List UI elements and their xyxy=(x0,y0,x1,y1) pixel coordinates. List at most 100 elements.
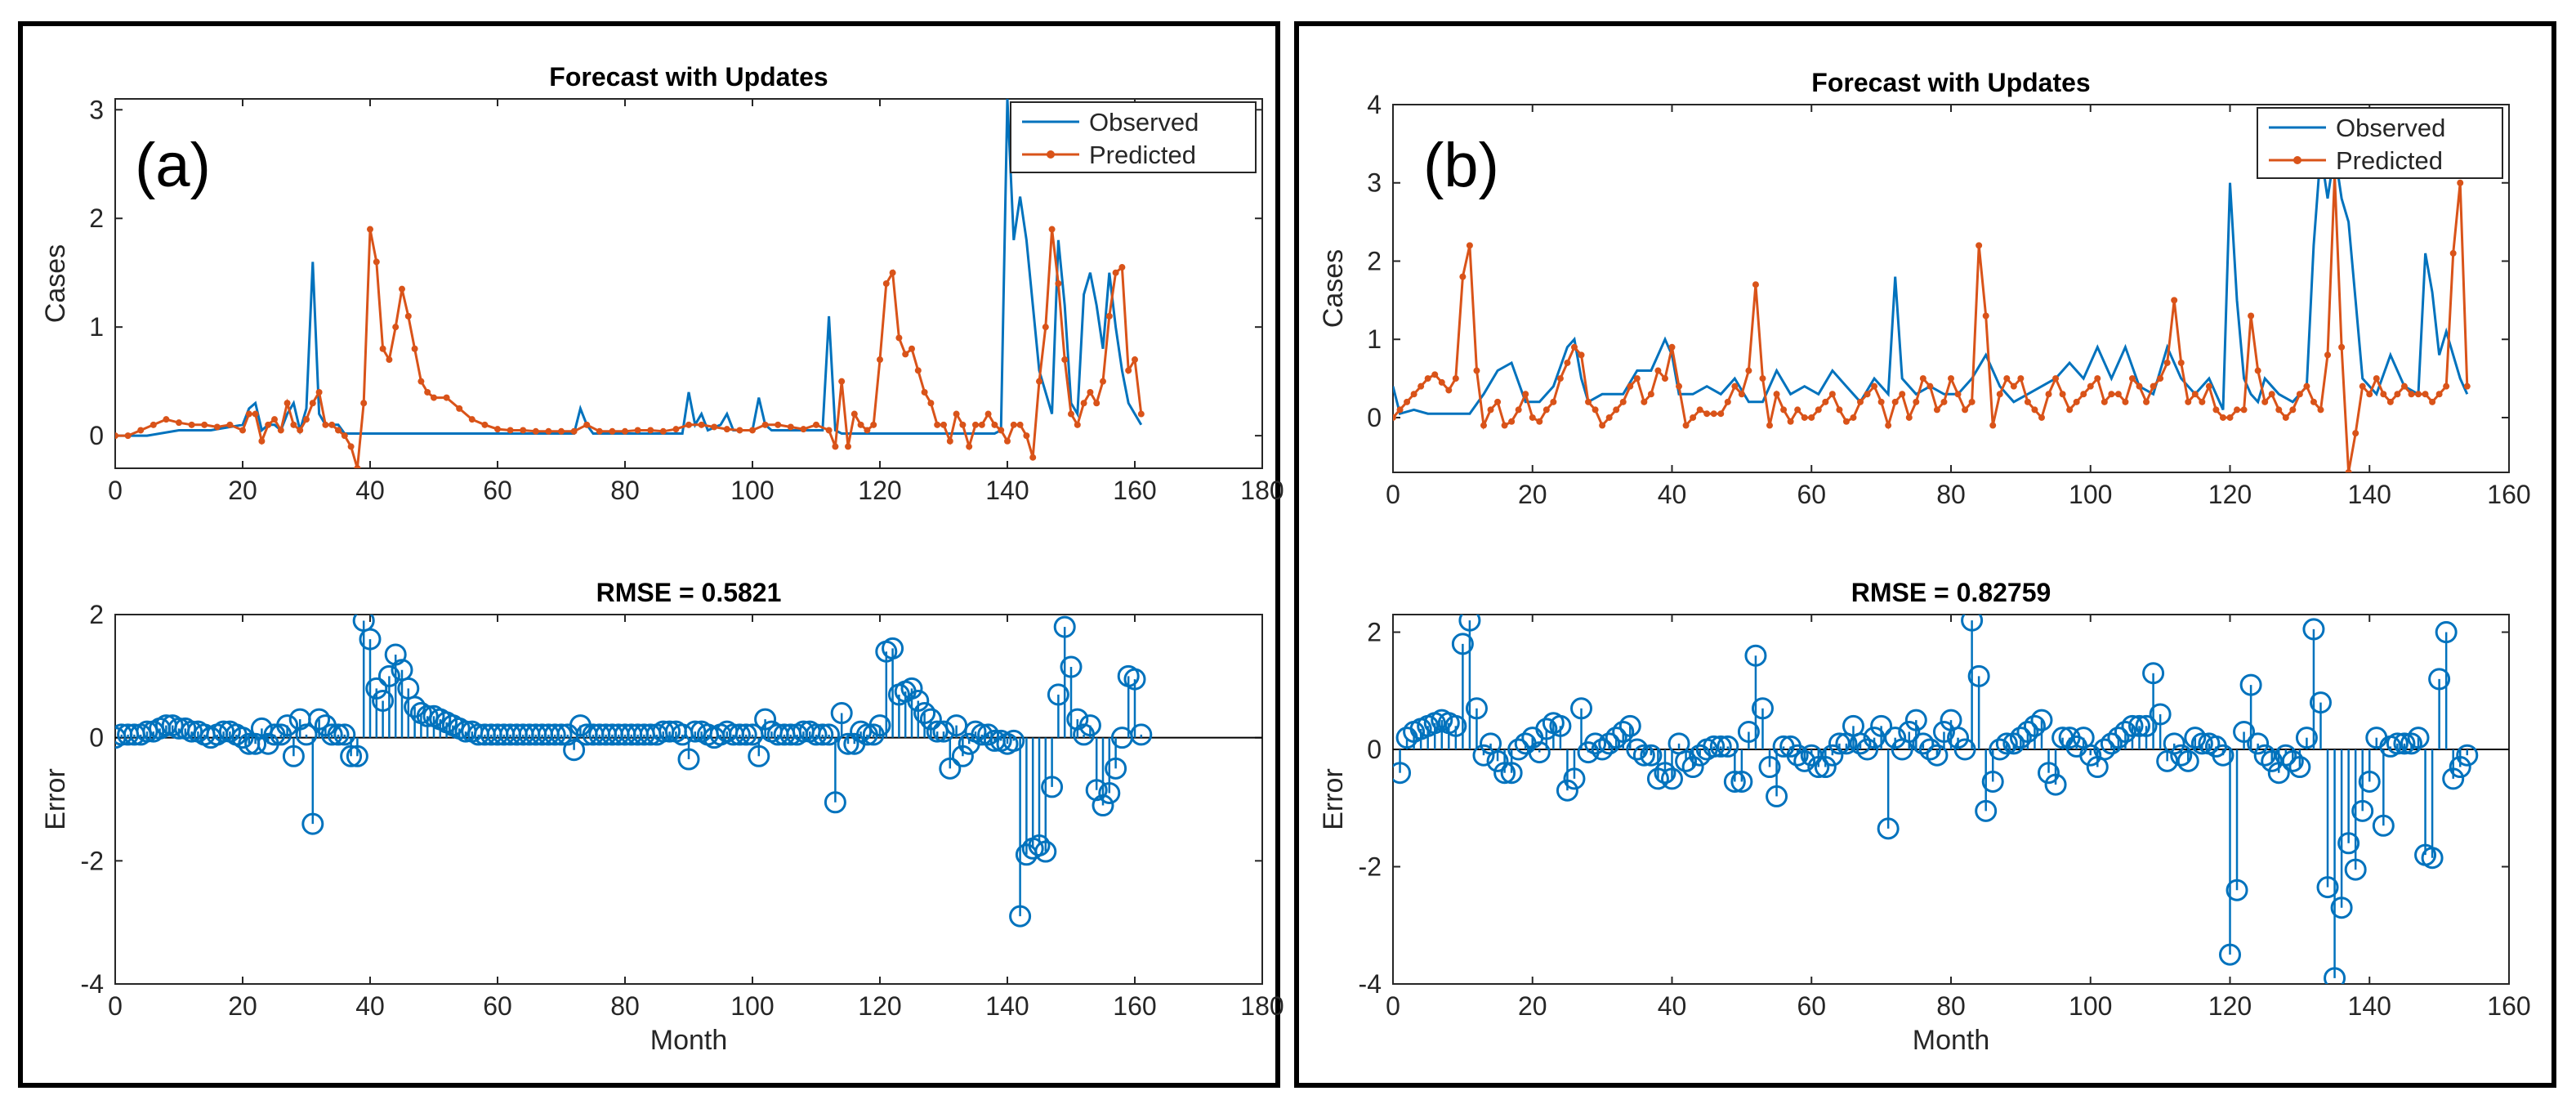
error-marker xyxy=(734,723,757,746)
error-marker xyxy=(1961,615,1984,632)
predicted-point xyxy=(1989,422,1997,429)
predicted-point xyxy=(386,356,393,364)
error-marker xyxy=(2309,691,2332,714)
x-tick-label: 120 xyxy=(858,476,901,505)
predicted-point xyxy=(271,416,278,423)
predicted-point xyxy=(265,421,272,428)
predicted-point xyxy=(2366,391,2373,398)
x-tick-label: 40 xyxy=(355,991,385,1021)
predicted-point xyxy=(825,427,833,434)
error-marker xyxy=(1444,714,1467,737)
error-marker xyxy=(754,708,777,731)
predicted-point xyxy=(1137,410,1145,418)
x-tick-label: 0 xyxy=(108,476,123,505)
predicted-point xyxy=(2219,414,2226,421)
error-marker xyxy=(2023,714,2046,737)
y-tick-label: 2 xyxy=(89,600,104,629)
predicted-point xyxy=(972,421,979,428)
predicted-point xyxy=(1480,422,1487,429)
error-marker xyxy=(2044,773,2067,796)
plot-area xyxy=(1392,614,2510,985)
error-marker xyxy=(1451,633,1474,655)
error-marker xyxy=(1549,714,1572,737)
y-tick-label: -2 xyxy=(1359,852,1382,882)
predicted-point xyxy=(1633,375,1641,382)
error-marker xyxy=(1528,741,1551,764)
error-marker xyxy=(1953,738,1976,761)
y-tick-label: 1 xyxy=(89,312,104,342)
error-marker xyxy=(684,720,707,743)
error-marker xyxy=(951,745,974,767)
error-marker xyxy=(2302,618,2325,641)
predicted-point xyxy=(1396,406,1404,414)
x-tick-label: 80 xyxy=(610,991,640,1021)
predicted-point xyxy=(991,421,998,428)
predicted-point xyxy=(2449,249,2457,257)
predicted-point xyxy=(2226,414,2234,421)
error-marker xyxy=(1123,668,1146,691)
predicted-point xyxy=(258,437,266,445)
error-marker xyxy=(1863,727,1886,749)
predicted-point xyxy=(2268,391,2275,398)
predicted-point xyxy=(1996,391,2003,398)
predicted-point xyxy=(672,426,680,433)
error-marker xyxy=(2212,744,2234,767)
predicted-point xyxy=(239,427,246,434)
error-marker xyxy=(384,643,407,666)
predicted-point xyxy=(2177,359,2185,366)
predicted-point xyxy=(1962,406,1969,414)
predicted-point xyxy=(2463,382,2471,390)
predicted-point xyxy=(2352,430,2359,437)
predicted-point xyxy=(1828,391,1836,398)
predicted-point xyxy=(934,421,941,428)
error-marker xyxy=(1947,727,1970,749)
error-marker xyxy=(377,664,400,687)
predicted-point xyxy=(2017,375,2025,382)
predicted-point xyxy=(335,427,342,434)
predicted-point xyxy=(1808,414,1815,421)
error-marker xyxy=(977,723,1000,746)
predicted-point xyxy=(2059,391,2066,398)
error-marker xyxy=(1002,729,1025,752)
predicted-point xyxy=(1016,421,1024,428)
predicted-point xyxy=(2101,398,2108,405)
error-marker xyxy=(1904,709,1927,731)
predicted-point xyxy=(1794,406,1801,414)
predicted-point xyxy=(1501,422,1508,429)
error-marker xyxy=(2456,744,2479,767)
error-marker xyxy=(2407,727,2430,749)
error-marker xyxy=(2372,814,2395,837)
error-marker xyxy=(748,745,770,767)
error-marker xyxy=(295,723,318,746)
error-marker xyxy=(1591,738,1614,761)
error-marker xyxy=(1995,732,2018,755)
predicted-point xyxy=(2429,398,2436,405)
y-tick-label: 0 xyxy=(89,723,104,753)
error-marker xyxy=(1730,770,1753,793)
predicted-point xyxy=(1773,391,1780,398)
error-marker xyxy=(244,732,267,755)
error-marker xyxy=(2449,756,2471,779)
error-marker xyxy=(2281,749,2304,772)
y-tick-label: 2 xyxy=(1367,618,1382,647)
predicted-point xyxy=(2199,398,2206,405)
error-marker xyxy=(824,791,846,814)
error-marker xyxy=(1009,905,1032,928)
predicted-point xyxy=(959,421,967,428)
predicted-point xyxy=(813,421,819,428)
predicted-point xyxy=(290,421,297,428)
predicted-point xyxy=(895,334,903,342)
predicted-point xyxy=(1404,398,1411,405)
predicted-point xyxy=(1940,398,1948,405)
error-marker xyxy=(1744,644,1767,667)
predicted-point xyxy=(1036,378,1042,385)
error-marker xyxy=(2275,744,2297,767)
predicted-point xyxy=(1682,422,1690,429)
error-marker xyxy=(2351,799,2374,822)
predicted-point xyxy=(1105,312,1113,320)
error-marker xyxy=(2219,943,2241,966)
error-marker xyxy=(320,723,343,746)
predicted-point xyxy=(1703,410,1711,418)
predicted-point xyxy=(322,421,329,428)
error-marker xyxy=(971,723,993,746)
